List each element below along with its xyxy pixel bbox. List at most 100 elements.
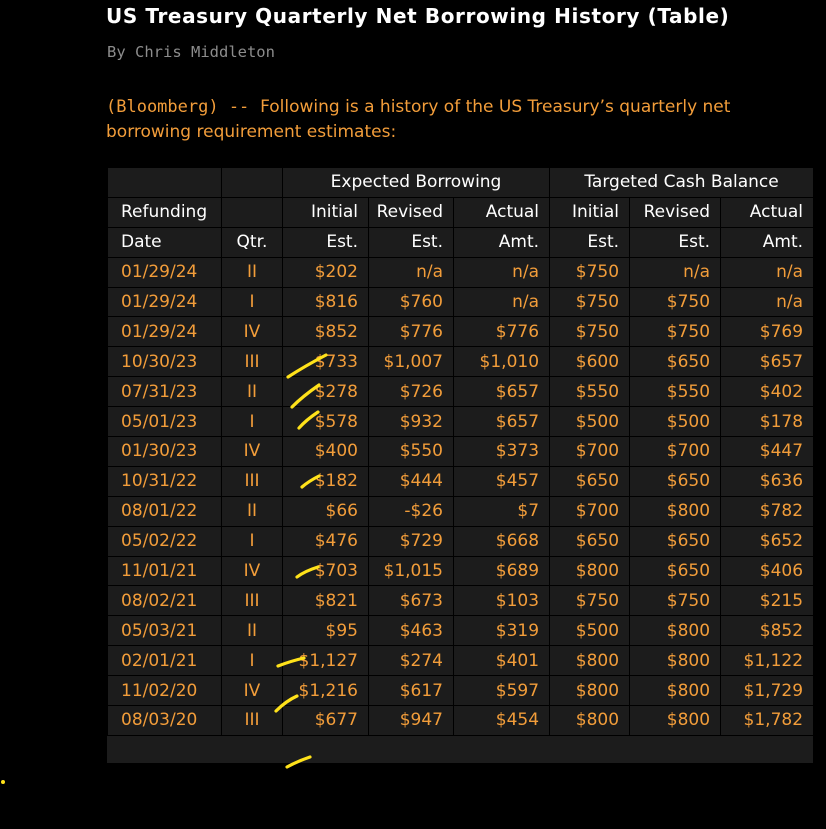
column-header-row: Date Qtr. Est. Est. Amt. Est. Est. Amt. [107,226,815,258]
table-cell: III [221,705,283,736]
table-cell: $800 [629,705,722,736]
table-cell: $1,010 [452,346,551,378]
table-cell: 11/02/20 [107,675,222,707]
table-cell: I [221,525,283,557]
table-cell: $729 [368,525,454,557]
table-cell: 05/03/21 [107,615,222,647]
table-cell: $800 [549,645,631,677]
table-cell: 01/29/24 [107,316,222,348]
column-header: Actual [720,196,815,228]
table-cell: $800 [549,675,631,707]
group-header-targeted-cash-balance: Targeted Cash Balance [549,167,815,198]
table-cell: $66 [282,495,369,527]
table-cell: I [221,645,283,677]
table-row: 11/02/20 IV $1,216 $617 $597 $800 $800 $1,729 [107,675,815,707]
column-header: Revised [368,196,454,228]
table-cell: III [221,585,283,617]
table-cell: $782 [720,495,815,527]
table-row: 01/30/23 IV $400 $550 $373 $700 $700 $447 [107,436,815,467]
table-cell: 08/02/21 [107,585,222,617]
table-cell: $1,015 [368,555,454,587]
intro-text: Following is a history of the US Treasur… [106,97,731,142]
column-header-row: Refunding Initial Revised Actual Initial… [107,196,815,228]
table-cell: $1,122 [720,645,815,677]
table-cell: $657 [452,406,551,438]
table-cell: $800 [629,615,722,647]
table-cell: n/a [368,256,454,288]
table-cell: $760 [368,286,454,318]
table-cell: $750 [629,316,722,348]
table-cell: $7 [452,495,551,527]
table-cell: III [221,346,283,378]
table-body: 01/29/24 II $202 n/a n/a $750 n/a n/a 01/29/24 I $… [107,256,815,736]
table-cell: $278 [282,376,369,408]
table-cell: $668 [452,525,551,557]
table-cell: $800 [549,705,631,736]
table-cell: $776 [452,316,551,348]
column-header: Actual [452,196,551,228]
table-cell: $932 [368,406,454,438]
table-cell: $1,782 [720,705,815,736]
table-cell: $95 [282,615,369,647]
table-cell: $673 [368,585,454,617]
table-cell: $650 [629,465,722,497]
table-cell: $750 [549,256,631,288]
table-cell: $578 [282,406,369,438]
group-header-blank [107,167,222,198]
table-cell: $650 [549,525,631,557]
table-cell: $852 [720,615,815,647]
table-cell: $447 [720,436,815,467]
table-cell: I [221,286,283,318]
table-row: 08/02/21 III $821 $673 $103 $750 $750 $215 [107,585,815,617]
table-cell: $677 [282,705,369,736]
table-cell: n/a [452,286,551,318]
table-cell: $600 [549,346,631,378]
table-cell: $821 [282,585,369,617]
column-header: Qtr. [221,226,283,258]
group-header-row: Expected Borrowing Targeted Cash Balance [107,167,815,198]
table-cell: $215 [720,585,815,617]
table-cell: n/a [720,286,815,318]
table-cell: 10/31/22 [107,465,222,497]
table-cell: $597 [452,675,551,707]
column-header: Amt. [720,226,815,258]
table-cell: $652 [720,525,815,557]
table-cell: $776 [368,316,454,348]
table-cell: $178 [720,406,815,438]
article-byline: By Chris Middleton [107,43,275,61]
table-cell: 08/03/20 [107,705,222,736]
table-cell: $750 [629,286,722,318]
table-cell: n/a [720,256,815,288]
table-cell: $500 [629,406,722,438]
table-cell: $700 [629,436,722,467]
article-intro: (Bloomberg) -- Following is a history of… [106,95,806,144]
table-cell: $319 [452,615,551,647]
table-cell: IV [221,436,283,467]
table-row: 01/29/24 IV $852 $776 $776 $750 $750 $769 [107,316,815,348]
table-cell: $800 [629,495,722,527]
table-cell: 05/02/22 [107,525,222,557]
table-row: 01/29/24 I $816 $760 n/a $750 $750 n/a [107,286,815,318]
table-row: 07/31/23 II $278 $726 $657 $550 $550 $402 [107,376,815,408]
table-cell: $182 [282,465,369,497]
stray-dot [1,780,5,784]
table-row: 01/29/24 II $202 n/a n/a $750 n/a n/a [107,256,815,288]
table-row: 08/03/20 III $677 $947 $454 $800 $800 $1,782 [107,705,815,736]
table-cell: $636 [720,465,815,497]
table-cell: II [221,615,283,647]
table-cell: $689 [452,555,551,587]
table-cell: $400 [282,436,369,467]
table-cell: $800 [549,555,631,587]
table-row: 05/03/21 II $95 $463 $319 $500 $800 $852 [107,615,815,647]
table-cell: $274 [368,645,454,677]
table-cell: IV [221,316,283,348]
table-cell: $657 [720,346,815,378]
table-cell: II [221,376,283,408]
table-row: 05/01/23 I $578 $932 $657 $500 $500 $178 [107,406,815,438]
table-cell: $103 [452,585,551,617]
table-row: 10/30/23 III $733 $1,007 $1,010 $600 $650 $657 [107,346,815,378]
table-cell: $700 [549,436,631,467]
table-cell: $650 [629,346,722,378]
column-header: Refunding [107,196,222,228]
table-cell: $650 [549,465,631,497]
